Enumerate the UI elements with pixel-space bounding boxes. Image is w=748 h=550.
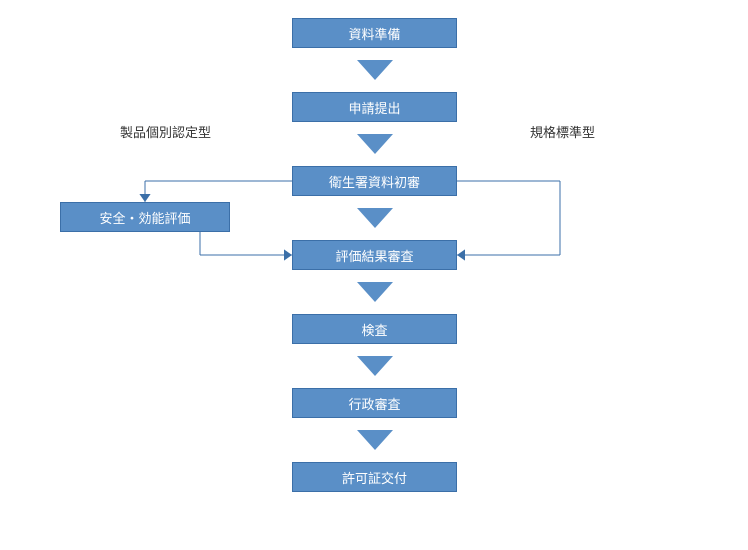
node-6: 行政審査 — [292, 388, 457, 418]
arrow-1 — [357, 60, 393, 80]
label-left: 製品個別認定型 — [120, 122, 211, 141]
arrow-4 — [357, 282, 393, 302]
node-3: 衛生署資料初審 — [292, 166, 457, 196]
arrow-5 — [357, 356, 393, 376]
arrow-3 — [357, 208, 393, 228]
node-2: 申請提出 — [292, 92, 457, 122]
label-right: 規格標準型 — [530, 122, 595, 141]
node-7: 許可証交付 — [292, 462, 457, 492]
node-4: 評価結果審査 — [292, 240, 457, 270]
arrow-6 — [357, 430, 393, 450]
side-node: 安全・効能評価 — [60, 202, 230, 232]
node-1: 資料準備 — [292, 18, 457, 48]
node-5: 検査 — [292, 314, 457, 344]
arrow-2 — [357, 134, 393, 154]
